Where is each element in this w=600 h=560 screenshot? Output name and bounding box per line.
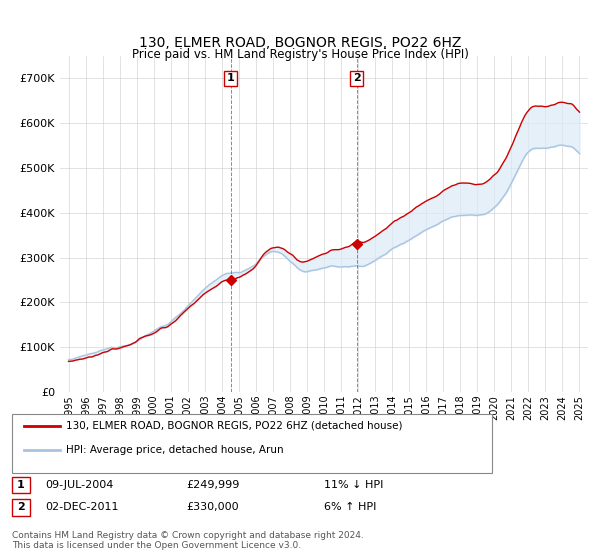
Text: 6% ↑ HPI: 6% ↑ HPI bbox=[324, 502, 376, 512]
Text: HPI: Average price, detached house, Arun: HPI: Average price, detached house, Arun bbox=[66, 445, 284, 455]
Text: Price paid vs. HM Land Registry's House Price Index (HPI): Price paid vs. HM Land Registry's House … bbox=[131, 48, 469, 60]
Text: 2: 2 bbox=[353, 73, 361, 83]
Text: £249,999: £249,999 bbox=[186, 480, 239, 490]
Text: 130, ELMER ROAD, BOGNOR REGIS, PO22 6HZ: 130, ELMER ROAD, BOGNOR REGIS, PO22 6HZ bbox=[139, 36, 461, 50]
Text: Contains HM Land Registry data © Crown copyright and database right 2024.
This d: Contains HM Land Registry data © Crown c… bbox=[12, 531, 364, 550]
Text: 02-DEC-2011: 02-DEC-2011 bbox=[45, 502, 119, 512]
Text: 130, ELMER ROAD, BOGNOR REGIS, PO22 6HZ (detached house): 130, ELMER ROAD, BOGNOR REGIS, PO22 6HZ … bbox=[66, 421, 403, 431]
Text: 09-JUL-2004: 09-JUL-2004 bbox=[45, 480, 113, 490]
Text: 11% ↓ HPI: 11% ↓ HPI bbox=[324, 480, 383, 490]
Text: 1: 1 bbox=[227, 73, 235, 83]
Text: 1: 1 bbox=[17, 480, 25, 490]
Text: 2: 2 bbox=[17, 502, 25, 512]
Text: £330,000: £330,000 bbox=[186, 502, 239, 512]
